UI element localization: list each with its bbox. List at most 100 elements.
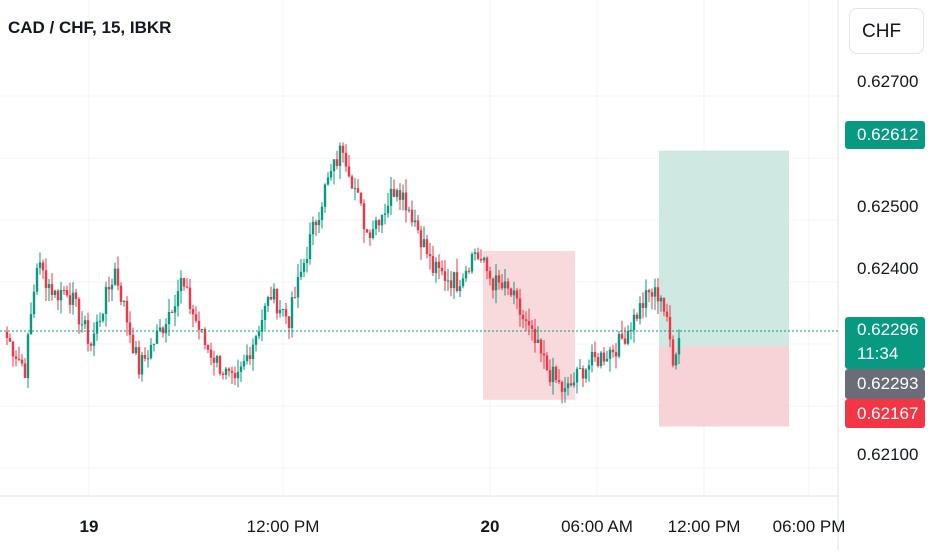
candle [215,354,219,368]
candle [659,295,663,312]
candle [554,365,558,383]
candle [209,342,213,366]
candle [320,202,324,229]
candle [305,246,309,273]
candle [470,251,474,274]
candle [515,287,519,310]
candle [512,281,516,305]
long-position-stop-zone[interactable] [659,346,789,427]
currency-button[interactable]: CHF [849,8,924,54]
candle [653,278,657,310]
candle [671,335,675,368]
candle [71,281,75,315]
candle [350,174,354,189]
last-price-label: 0.62296 [857,320,919,339]
candle [497,269,501,290]
candle [611,344,615,358]
candle [383,203,387,225]
candle [260,309,264,342]
candle [575,366,579,394]
candle [500,273,504,291]
candle [545,351,549,371]
candle [137,340,141,379]
candle [521,309,525,329]
candle [26,332,30,388]
candle [278,299,282,318]
candle [341,142,345,163]
candle [65,285,69,298]
candle [485,256,489,280]
candle [284,303,288,324]
candle [563,377,567,403]
candle [569,374,573,387]
candle [146,350,150,368]
candle [638,296,642,325]
chart-title: CAD / CHF, 15, IBKR [8,18,172,37]
candle [422,226,426,248]
candle [674,352,678,370]
candle [362,199,366,243]
candle [50,273,54,301]
candle [269,286,273,301]
candle [80,311,84,333]
candle [656,278,660,315]
candle [359,192,363,206]
candle [248,346,252,365]
candle [167,298,171,337]
x-tick-label: 06:00 AM [561,517,633,536]
candle [509,287,513,298]
candle [557,369,561,384]
candle [281,308,285,317]
candle [14,350,18,367]
candle [647,288,651,303]
candle [608,346,612,372]
candle [308,222,312,265]
candle [410,200,414,227]
candle [599,350,603,369]
candle [140,351,144,382]
candle [125,296,129,336]
candle [356,179,360,193]
y-axis: 0.62700 0.62500 0.62400 0.62100 [857,72,918,464]
candle [602,347,606,366]
candle [221,371,225,380]
candle [365,229,369,233]
take-profit-price-tag: 0.62612 [845,121,925,149]
candle [407,206,411,213]
candle [101,312,105,323]
candle [542,340,546,369]
candle [212,350,216,376]
candle [479,249,483,263]
candle [38,252,42,275]
candles [5,142,681,404]
candle [665,303,669,322]
candle [677,329,681,365]
candle [131,327,135,354]
candle [191,304,195,328]
candle [482,256,486,263]
candle [476,247,480,261]
candle [581,365,585,387]
candle [44,258,48,302]
candle [56,288,60,311]
candle [623,327,627,345]
candle [329,163,333,181]
candle [83,315,87,329]
candle [566,376,570,396]
candle [182,277,186,291]
x-tick-label: 20 [481,517,500,536]
candle [179,270,183,304]
candle [5,326,9,345]
candle [560,380,564,404]
candle [533,318,537,353]
candle [29,302,33,335]
candle [413,209,417,227]
candle [104,281,108,327]
candle [185,278,189,289]
candle [449,271,453,297]
candle [389,176,393,215]
long-position-profit-zone[interactable] [659,150,789,347]
candle [116,256,120,291]
candle [386,192,390,218]
candle [53,289,57,298]
